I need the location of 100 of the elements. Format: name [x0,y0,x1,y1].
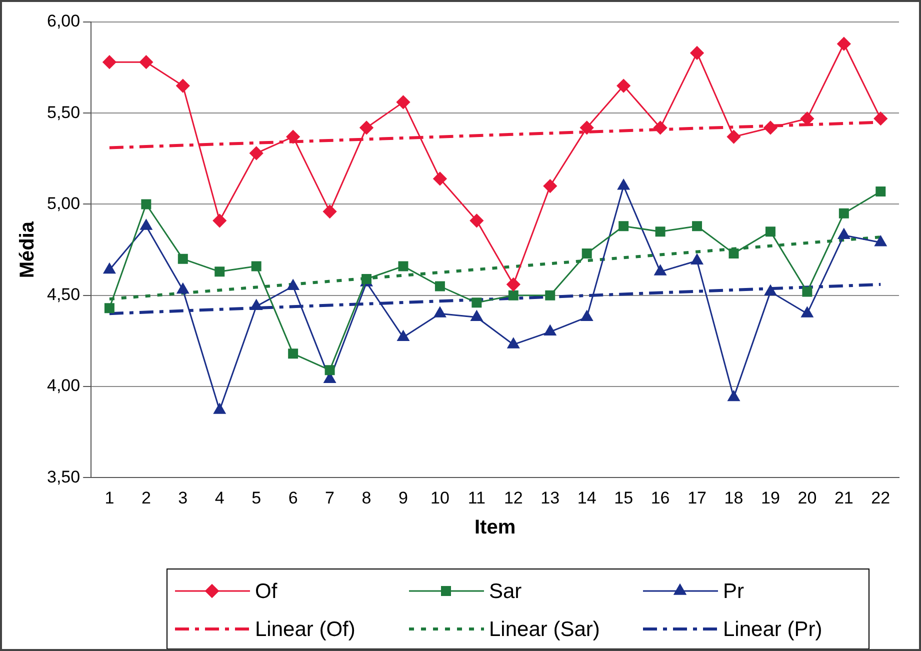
point [874,112,888,126]
point [728,248,739,258]
x-tick-label: 18 [724,488,744,508]
point [764,120,778,134]
point [764,284,776,296]
point [396,95,410,109]
x-tick-label: 22 [871,488,890,508]
point [506,278,520,292]
point [618,179,630,190]
point [214,266,225,277]
point [102,55,116,69]
point [214,403,226,414]
x-tick-label: 15 [614,488,634,508]
legend-label: Linear (Of) [255,618,356,641]
point [726,130,740,144]
y-tick-label: 4,00 [46,376,80,396]
point [507,338,520,348]
point [690,46,704,60]
x-tick-label: 9 [398,488,408,508]
x-tick-label: 5 [252,488,262,508]
y-tick-label: 5,00 [46,194,80,213]
point [324,365,335,376]
x-tick-label: 10 [430,488,450,508]
point [800,112,814,126]
x-tick-label: 14 [577,488,596,508]
point [250,300,262,310]
legend-label: Sar [489,580,522,603]
x-tick-label: 12 [504,488,523,508]
point [288,348,298,359]
point [838,228,850,239]
point [140,219,152,230]
point [654,264,666,276]
point [616,79,630,93]
point [580,310,593,321]
point [876,186,886,196]
point [286,130,300,144]
point [582,248,592,258]
y-axis-title: Média [16,220,39,278]
point [434,306,446,318]
point [802,286,812,297]
point [287,280,300,290]
legend-label: Of [255,580,278,603]
point [433,172,447,186]
x-tick-label: 13 [540,488,560,508]
point [472,298,482,308]
legend-label: Linear (Sar) [489,618,600,641]
point [692,221,702,232]
x-tick-label: 11 [468,488,486,508]
x-tick-label: 6 [288,488,298,508]
x-tick-label: 21 [834,488,854,508]
point [397,330,410,342]
point [618,221,629,232]
y-tick-label: 3,50 [46,467,80,486]
x-tick-label: 2 [141,488,151,508]
x-tick-label: 20 [798,488,817,508]
point [545,290,556,300]
point [874,236,887,246]
legend-label: Pr [723,580,744,603]
point [544,325,556,336]
x-tick-label: 16 [650,488,670,508]
point [655,226,666,237]
point [654,120,668,134]
point [765,226,776,237]
point [104,263,116,274]
y-tick-label: 5,50 [46,102,80,122]
x-tick-label: 19 [761,488,780,508]
point [104,303,114,314]
point [250,146,264,160]
y-tick-label: 4,50 [46,285,80,304]
legend-label: Linear (Pr) [723,618,822,641]
y-tick-label: 6,00 [46,12,80,31]
x-tick-label: 8 [362,488,372,508]
x-tick-label: 1 [104,488,114,508]
point [141,199,152,210]
x-tick-label: 17 [688,488,706,508]
point [176,283,189,294]
point [434,281,445,292]
point [323,204,337,218]
x-tick-label: 7 [325,488,335,508]
point [580,120,594,134]
point [470,214,484,228]
point [178,254,188,264]
point [176,79,190,93]
point [837,37,851,51]
x-tick-label: 3 [178,488,188,508]
point [728,390,740,402]
point [691,254,703,264]
point [212,214,226,228]
point [508,290,518,300]
x-axis-title: Item [474,516,516,539]
point [139,55,153,69]
point [543,179,557,193]
point [398,261,408,272]
point [801,306,814,318]
x-tick-label: 4 [214,488,224,508]
point [838,208,849,218]
point [360,120,374,134]
point [251,261,262,272]
point [470,310,483,321]
point [362,274,372,284]
